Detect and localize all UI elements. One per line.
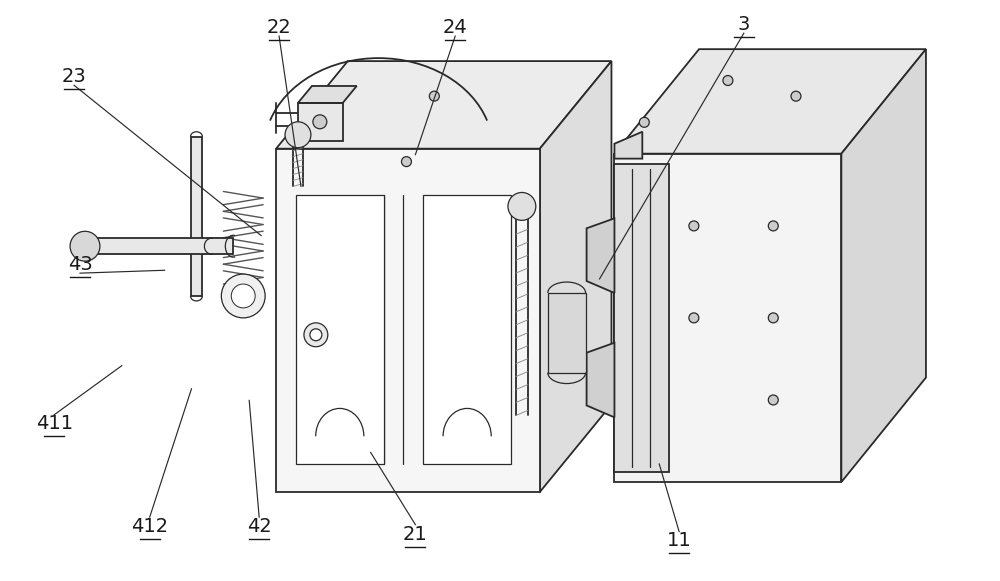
- Text: 21: 21: [403, 525, 428, 544]
- Circle shape: [401, 157, 411, 167]
- Text: 23: 23: [62, 67, 86, 86]
- Polygon shape: [276, 61, 611, 149]
- Polygon shape: [614, 132, 642, 159]
- Bar: [276, 149, 540, 492]
- Polygon shape: [540, 61, 611, 492]
- Circle shape: [313, 115, 327, 129]
- Circle shape: [310, 329, 322, 341]
- Text: 411: 411: [36, 414, 73, 433]
- Circle shape: [791, 91, 801, 101]
- Text: 43: 43: [68, 255, 92, 274]
- Polygon shape: [587, 343, 614, 417]
- Bar: [85, 238, 233, 254]
- Bar: [296, 195, 384, 464]
- Text: 24: 24: [443, 18, 468, 37]
- Circle shape: [723, 76, 733, 85]
- Circle shape: [304, 323, 328, 347]
- Circle shape: [689, 313, 699, 323]
- Bar: [614, 153, 841, 482]
- Circle shape: [285, 122, 311, 148]
- Text: 3: 3: [738, 15, 750, 34]
- Bar: [548, 293, 586, 372]
- Text: 412: 412: [131, 517, 168, 536]
- Polygon shape: [841, 49, 926, 482]
- Bar: [191, 137, 202, 296]
- Circle shape: [768, 395, 778, 405]
- Bar: [298, 103, 343, 141]
- Circle shape: [639, 117, 649, 127]
- Text: 22: 22: [267, 18, 291, 37]
- Circle shape: [508, 192, 536, 220]
- Text: 42: 42: [247, 517, 272, 536]
- Circle shape: [311, 122, 321, 132]
- Circle shape: [231, 284, 255, 308]
- Text: 11: 11: [667, 531, 692, 550]
- Circle shape: [70, 231, 100, 261]
- Bar: [614, 164, 669, 472]
- Polygon shape: [614, 49, 926, 153]
- Polygon shape: [587, 218, 614, 293]
- Circle shape: [429, 91, 439, 101]
- Bar: [423, 195, 511, 464]
- Circle shape: [768, 313, 778, 323]
- Polygon shape: [298, 86, 357, 103]
- Circle shape: [221, 274, 265, 318]
- Circle shape: [768, 221, 778, 231]
- Circle shape: [689, 221, 699, 231]
